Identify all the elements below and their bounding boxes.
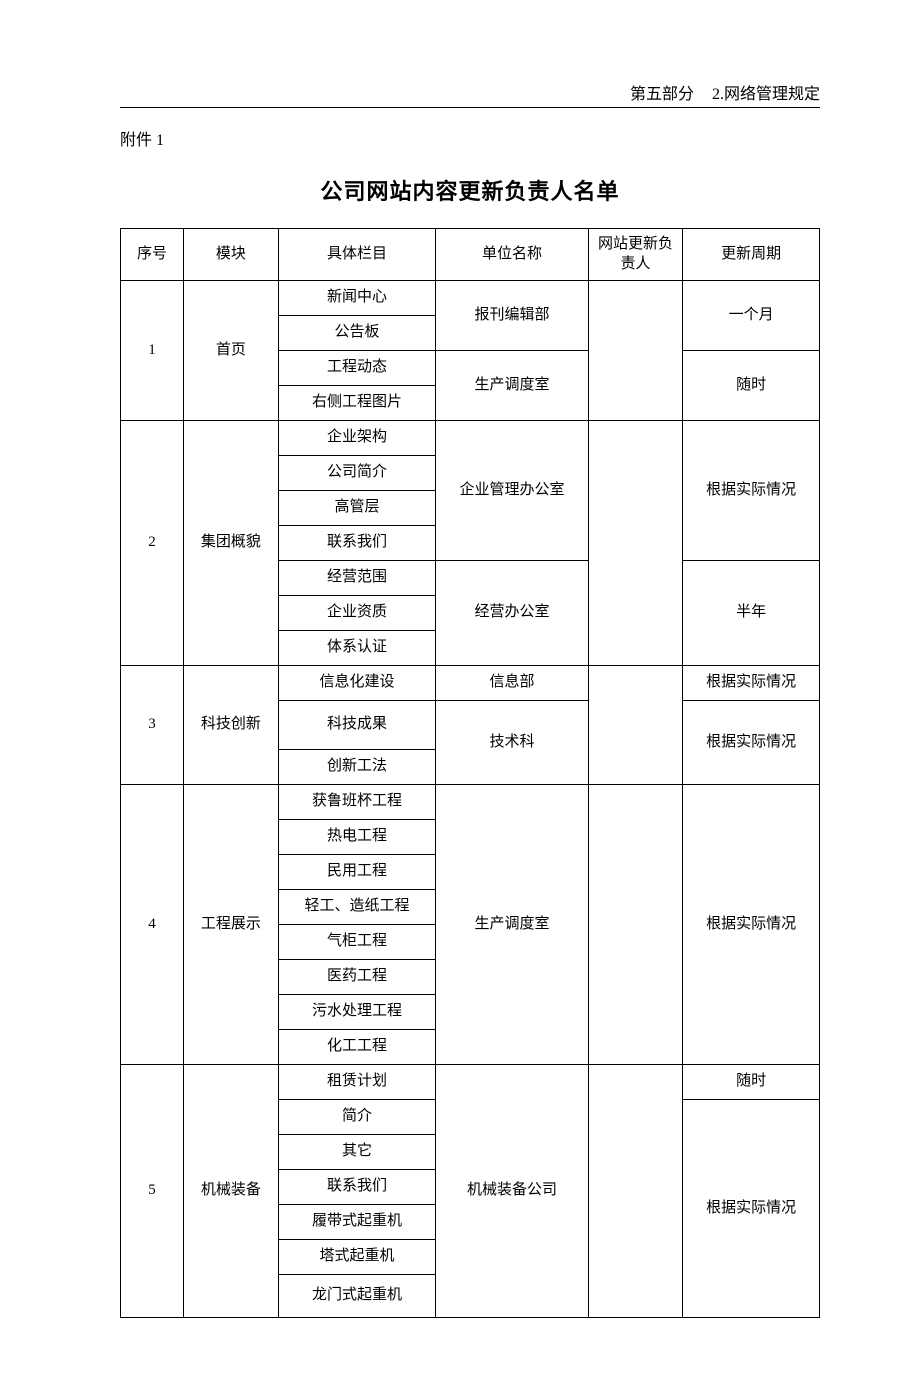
cell-module: 机械装备 bbox=[184, 1064, 279, 1317]
responsibility-table: 序号 模块 具体栏目 单位名称 网站更新负责人 更新周期 1 首页 新闻中心 报… bbox=[120, 228, 820, 1318]
cell-unit: 报刊编辑部 bbox=[436, 280, 588, 350]
cell-unit: 信息部 bbox=[436, 665, 588, 700]
cell-person bbox=[588, 665, 683, 784]
section-2: 2 集团概貌 企业架构 企业管理办公室 根据实际情况 公司简介 高管层 联系我们… bbox=[121, 420, 820, 665]
cell-item: 右侧工程图片 bbox=[278, 385, 436, 420]
section-1: 1 首页 新闻中心 报刊编辑部 一个月 公告板 工程动态 生产调度室 随时 右侧… bbox=[121, 280, 820, 420]
col-module: 模块 bbox=[184, 229, 279, 281]
table-row: 2 集团概貌 企业架构 企业管理办公室 根据实际情况 bbox=[121, 420, 820, 455]
cell-item: 联系我们 bbox=[278, 525, 436, 560]
cell-seq: 3 bbox=[121, 665, 184, 784]
cell-period: 一个月 bbox=[683, 280, 820, 350]
cell-item: 公司简介 bbox=[278, 455, 436, 490]
table-row: 3 科技创新 信息化建设 信息部 根据实际情况 bbox=[121, 665, 820, 700]
cell-item: 污水处理工程 bbox=[278, 994, 436, 1029]
cell-unit: 经营办公室 bbox=[436, 560, 588, 665]
cell-item: 新闻中心 bbox=[278, 280, 436, 315]
attachment-label: 附件 1 bbox=[120, 126, 820, 150]
cell-period: 根据实际情况 bbox=[683, 784, 820, 1064]
cell-seq: 5 bbox=[121, 1064, 184, 1317]
cell-item: 医药工程 bbox=[278, 959, 436, 994]
cell-seq: 4 bbox=[121, 784, 184, 1064]
col-unit: 单位名称 bbox=[436, 229, 588, 281]
cell-period: 随时 bbox=[683, 350, 820, 420]
cell-person bbox=[588, 420, 683, 665]
cell-period: 根据实际情况 bbox=[683, 420, 820, 560]
cell-seq: 1 bbox=[121, 280, 184, 420]
cell-item: 科技成果 bbox=[278, 700, 436, 749]
document-page: 第五部分 2.网络管理规定 附件 1 公司网站内容更新负责人名单 序号 模块 具体… bbox=[0, 0, 920, 1378]
cell-item: 气柜工程 bbox=[278, 924, 436, 959]
cell-module: 集团概貌 bbox=[184, 420, 279, 665]
cell-item: 体系认证 bbox=[278, 630, 436, 665]
cell-item: 塔式起重机 bbox=[278, 1239, 436, 1274]
cell-item: 轻工、造纸工程 bbox=[278, 889, 436, 924]
col-period: 更新周期 bbox=[683, 229, 820, 281]
cell-item: 企业资质 bbox=[278, 595, 436, 630]
page-title: 公司网站内容更新负责人名单 bbox=[120, 174, 820, 206]
cell-item: 龙门式起重机 bbox=[278, 1274, 436, 1317]
cell-period: 随时 bbox=[683, 1064, 820, 1099]
cell-period: 半年 bbox=[683, 560, 820, 665]
cell-item: 民用工程 bbox=[278, 854, 436, 889]
cell-item: 化工工程 bbox=[278, 1029, 436, 1064]
cell-item: 公告板 bbox=[278, 315, 436, 350]
section-5: 5 机械装备 租赁计划 机械装备公司 随时 简介 根据实际情况 其它 联系我们 … bbox=[121, 1064, 820, 1317]
cell-unit: 生产调度室 bbox=[436, 784, 588, 1064]
cell-module: 首页 bbox=[184, 280, 279, 420]
col-seq: 序号 bbox=[121, 229, 184, 281]
cell-period: 根据实际情况 bbox=[683, 1099, 820, 1317]
section-3: 3 科技创新 信息化建设 信息部 根据实际情况 科技成果 技术科 根据实际情况 … bbox=[121, 665, 820, 784]
cell-item: 租赁计划 bbox=[278, 1064, 436, 1099]
page-header: 第五部分 2.网络管理规定 bbox=[120, 80, 820, 108]
header-part: 第五部分 bbox=[630, 86, 694, 103]
cell-unit: 技术科 bbox=[436, 700, 588, 784]
cell-item: 工程动态 bbox=[278, 350, 436, 385]
cell-unit: 生产调度室 bbox=[436, 350, 588, 420]
section-4: 4 工程展示 获鲁班杯工程 生产调度室 根据实际情况 热电工程 民用工程 轻工、… bbox=[121, 784, 820, 1064]
cell-period: 根据实际情况 bbox=[683, 700, 820, 784]
cell-item: 热电工程 bbox=[278, 819, 436, 854]
table-row: 1 首页 新闻中心 报刊编辑部 一个月 bbox=[121, 280, 820, 315]
cell-seq: 2 bbox=[121, 420, 184, 665]
table-header-row: 序号 模块 具体栏目 单位名称 网站更新负责人 更新周期 bbox=[121, 229, 820, 281]
cell-unit: 机械装备公司 bbox=[436, 1064, 588, 1317]
cell-module: 工程展示 bbox=[184, 784, 279, 1064]
cell-item: 创新工法 bbox=[278, 749, 436, 784]
cell-person bbox=[588, 280, 683, 420]
table-row: 5 机械装备 租赁计划 机械装备公司 随时 bbox=[121, 1064, 820, 1099]
col-item: 具体栏目 bbox=[278, 229, 436, 281]
cell-item: 信息化建设 bbox=[278, 665, 436, 700]
header-section: 2.网络管理规定 bbox=[712, 86, 820, 103]
cell-item: 履带式起重机 bbox=[278, 1204, 436, 1239]
cell-item: 联系我们 bbox=[278, 1169, 436, 1204]
cell-item: 简介 bbox=[278, 1099, 436, 1134]
cell-person bbox=[588, 1064, 683, 1317]
cell-person bbox=[588, 784, 683, 1064]
cell-period: 根据实际情况 bbox=[683, 665, 820, 700]
cell-module: 科技创新 bbox=[184, 665, 279, 784]
cell-item: 获鲁班杯工程 bbox=[278, 784, 436, 819]
col-person: 网站更新负责人 bbox=[588, 229, 683, 281]
table-row: 4 工程展示 获鲁班杯工程 生产调度室 根据实际情况 bbox=[121, 784, 820, 819]
cell-item: 企业架构 bbox=[278, 420, 436, 455]
cell-item: 经营范围 bbox=[278, 560, 436, 595]
cell-item: 高管层 bbox=[278, 490, 436, 525]
cell-item: 其它 bbox=[278, 1134, 436, 1169]
cell-unit: 企业管理办公室 bbox=[436, 420, 588, 560]
